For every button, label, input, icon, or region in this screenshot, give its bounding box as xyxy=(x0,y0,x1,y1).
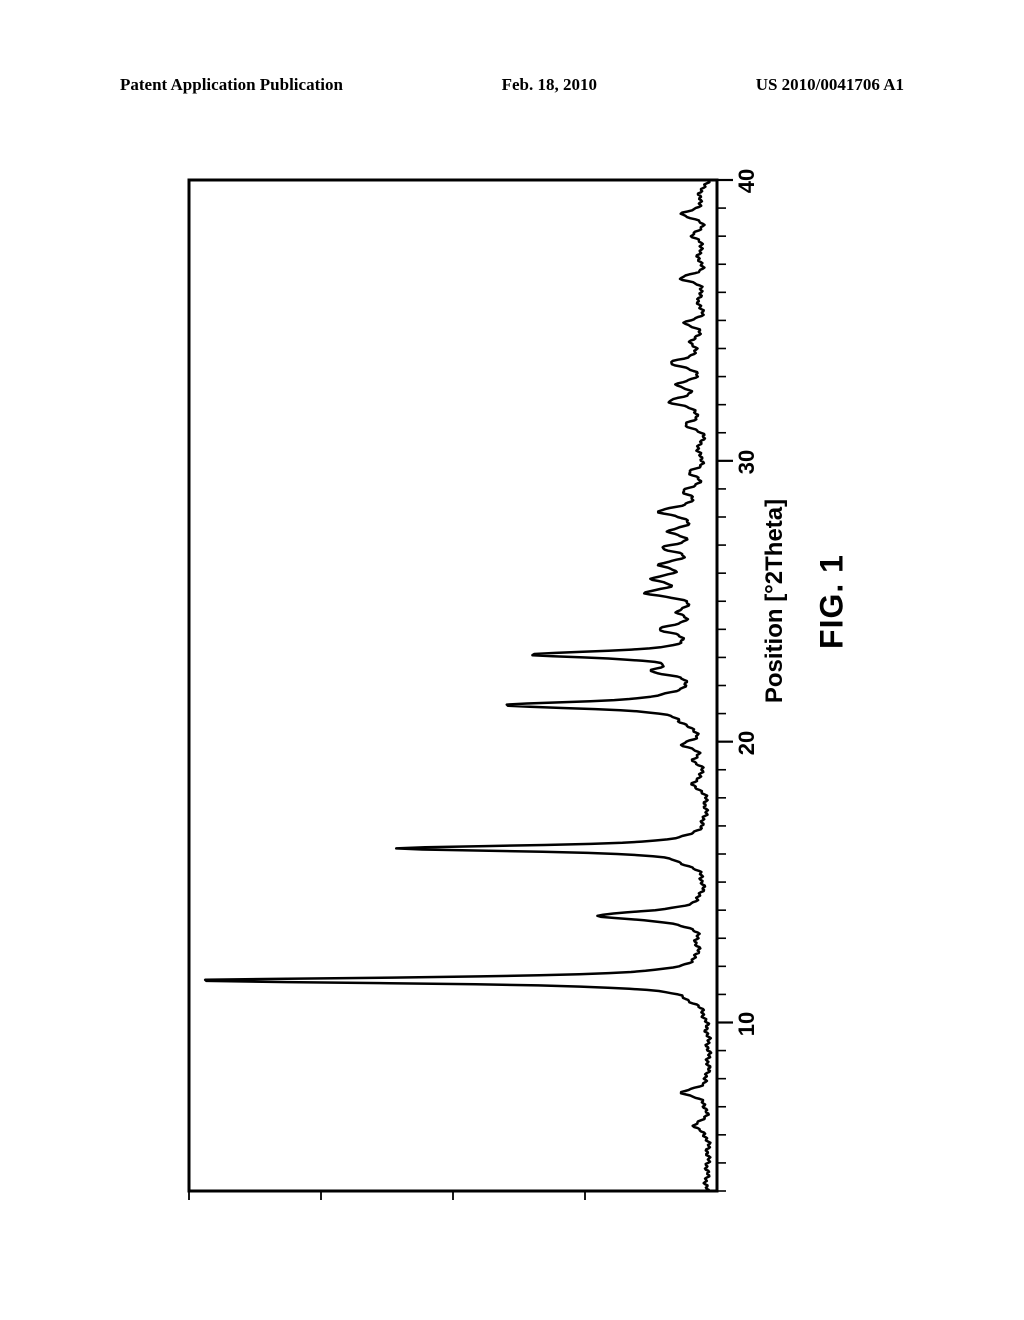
xtick-label: 30 xyxy=(734,442,760,482)
page: Patent Application Publication Feb. 18, … xyxy=(0,0,1024,1320)
header-patent-number: US 2010/0041706 A1 xyxy=(756,75,904,95)
header-publication-type: Patent Application Publication xyxy=(120,75,343,95)
axis-label-text: Position [°2Theta] xyxy=(761,499,788,703)
xrd-chart xyxy=(177,168,847,1200)
header-date: Feb. 18, 2010 xyxy=(502,75,597,95)
xtick-label: 40 xyxy=(734,161,760,201)
page-header: Patent Application Publication Feb. 18, … xyxy=(0,75,1024,95)
xtick-label: 20 xyxy=(734,723,760,763)
xtick-label: 10 xyxy=(734,1004,760,1044)
x-axis-label: Position [°2Theta] xyxy=(761,491,789,711)
figure-label-text: FIG. 1 xyxy=(814,554,850,649)
figure-label: FIG. 1 xyxy=(814,532,851,672)
figure-area xyxy=(177,168,847,1200)
